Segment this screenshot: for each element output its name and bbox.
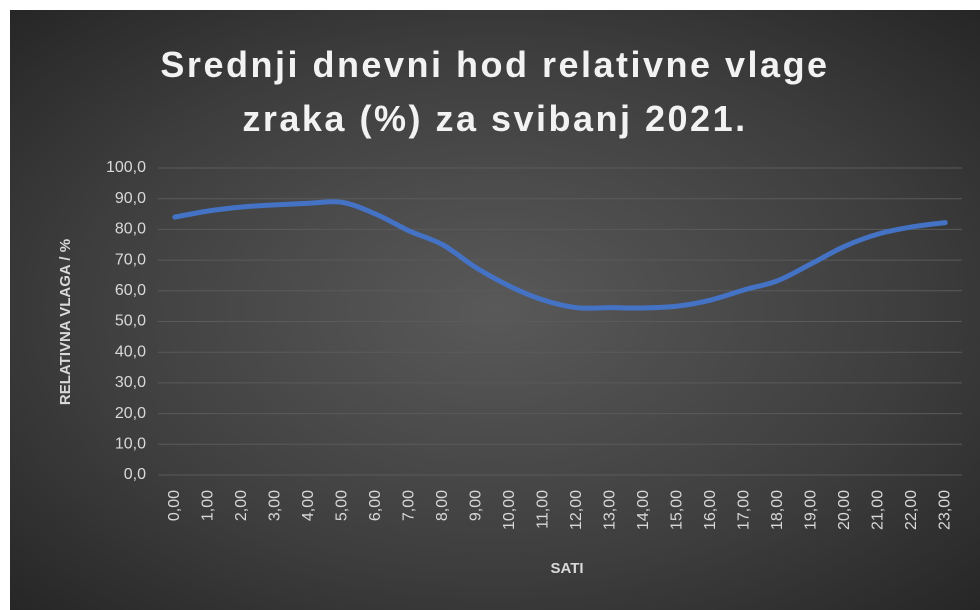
y-tick-label: 100,0 [106, 159, 146, 176]
y-axis-label: RELATIVNA VLAGA / % [57, 239, 74, 405]
y-tick-label: 20,0 [115, 405, 146, 422]
x-tick-label: 13,00 [601, 490, 618, 530]
x-tick-label: 3,00 [266, 490, 283, 521]
x-tick-label: 14,00 [635, 490, 652, 530]
x-tick-label: 11,00 [534, 490, 551, 529]
chart-title: Srednji dnevni hod relativne vlage zraka… [160, 44, 830, 139]
x-tick-label: 22,00 [903, 490, 920, 530]
x-tick-label: 20,00 [836, 490, 853, 530]
x-tick-label: 5,00 [333, 490, 350, 521]
x-tick-label: 7,00 [400, 490, 417, 521]
chart-background: Srednji dnevni hod relativne vlage zraka… [10, 10, 980, 610]
y-tick-label: 0,0 [124, 466, 146, 483]
x-tick-label: 12,00 [568, 490, 585, 530]
x-tick-label: 21,00 [869, 490, 886, 530]
y-tick-label: 90,0 [115, 190, 146, 207]
y-tick-label: 80,0 [115, 221, 146, 238]
x-tick-label: 2,00 [233, 490, 250, 521]
x-tick-label: 6,00 [367, 490, 384, 521]
y-tick-label: 60,0 [115, 282, 146, 299]
x-tick-label: 17,00 [735, 490, 752, 530]
x-tick-label: 9,00 [467, 490, 484, 521]
x-tick-label: 15,00 [668, 490, 685, 530]
x-tick-label: 23,00 [936, 490, 953, 530]
x-tick-label: 16,00 [702, 490, 719, 530]
x-tick-label: 8,00 [434, 490, 451, 521]
y-tick-label: 70,0 [115, 251, 146, 268]
x-tick-label: 10,00 [501, 490, 518, 530]
x-tick-label: 1,00 [199, 490, 216, 521]
y-tick-label: 10,0 [115, 436, 146, 453]
x-tick-label: 19,00 [802, 490, 819, 530]
data-line [172, 199, 948, 311]
y-tick-label: 40,0 [115, 343, 146, 360]
y-tick-label: 50,0 [115, 313, 146, 330]
x-axis-label: SATI [550, 560, 583, 577]
x-tick-label: 0,00 [166, 490, 183, 521]
x-tick-label: 4,00 [300, 490, 317, 521]
x-tick-label: 18,00 [769, 490, 786, 530]
y-tick-label: 30,0 [115, 374, 146, 391]
